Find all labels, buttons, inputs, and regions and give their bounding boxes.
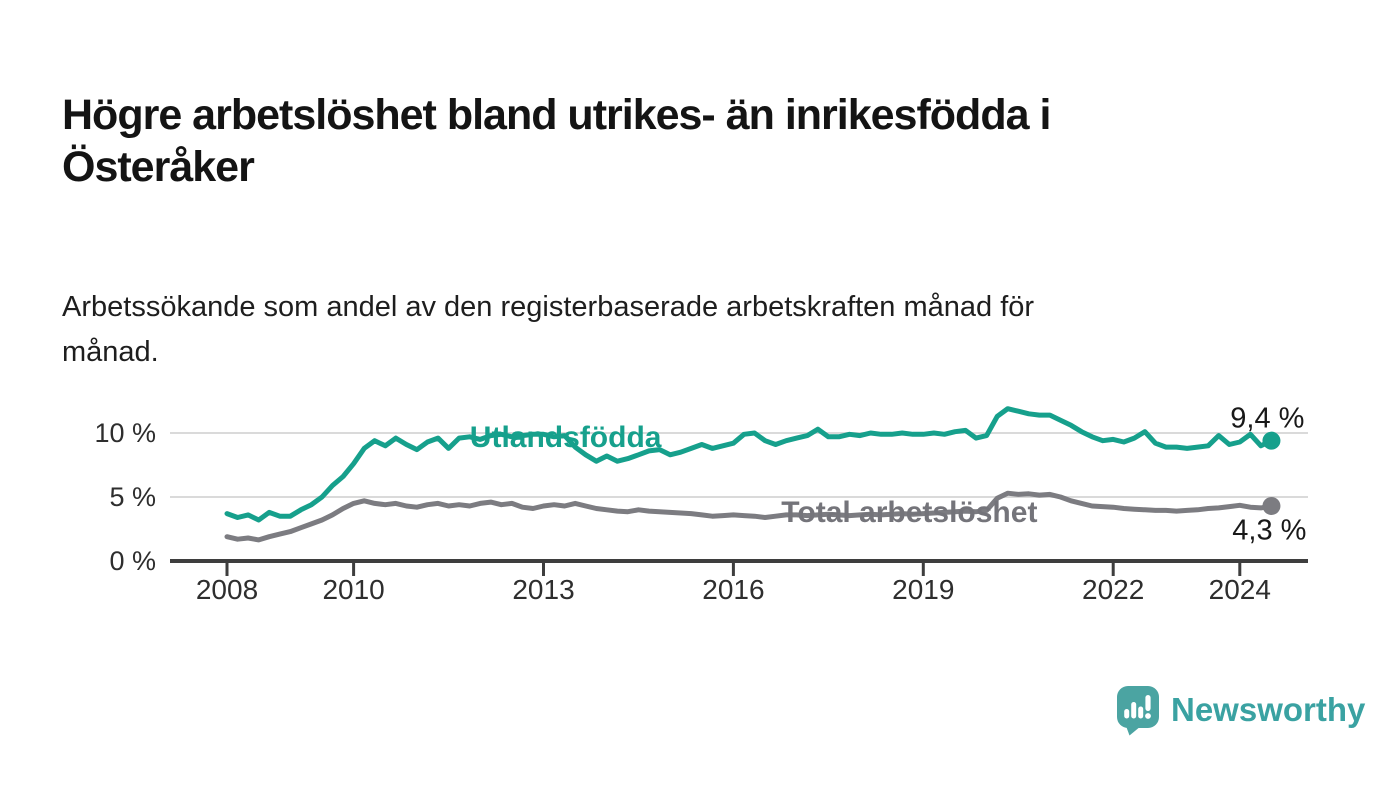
x-axis-tick-label: 2019 (892, 574, 955, 605)
series-line-utlandsfodda (224, 406, 1274, 523)
page-title-line2: Österåker (62, 143, 255, 192)
series-line-total (224, 490, 1274, 543)
x-axis-tick-label: 2010 (322, 574, 385, 605)
series-label-utlandsfodda: Utlandsfödda (469, 421, 662, 455)
subtitle-line1: Arbetssökande som andel av den registerb… (62, 291, 1035, 323)
x-axis-tick-label: 2024 (1208, 574, 1271, 605)
end-value-label-utlandsfodda: 9,4 % (1230, 402, 1305, 435)
series-end-dot-utlandsfodda (1262, 431, 1281, 450)
y-axis-tick-label: 5 % (109, 482, 156, 512)
series-label-total-arbetsloshet: Total arbetslöshet (781, 496, 1038, 529)
y-axis-tick-label: 0 % (109, 546, 156, 576)
x-axis-tick-label: 2016 (702, 574, 765, 605)
newsworthy-icon (1117, 685, 1159, 735)
page-title: Högre arbetslöshet bland utrikes- än inr… (62, 89, 1051, 194)
newsworthy-wordmark: Newsworthy (1171, 691, 1366, 728)
newsworthy-logo: Newsworthy (1116, 684, 1365, 736)
x-axis-tick-label: 2022 (1082, 574, 1145, 605)
subtitle: Arbetssökande som andel av den registerb… (62, 285, 1034, 375)
x-axis-tick-label: 2013 (512, 574, 575, 605)
subtitle-line2: månad. (62, 335, 159, 368)
series-end-dot-total (1262, 496, 1281, 515)
page-title-line1: Högre arbetslöshet bland utrikes- än inr… (62, 90, 1051, 139)
x-axis-tick-label: 2008 (195, 574, 259, 605)
end-value-label-total-arbetsloshet: 4,3 % (1232, 514, 1307, 547)
y-axis-tick-label: 10 % (94, 418, 156, 448)
